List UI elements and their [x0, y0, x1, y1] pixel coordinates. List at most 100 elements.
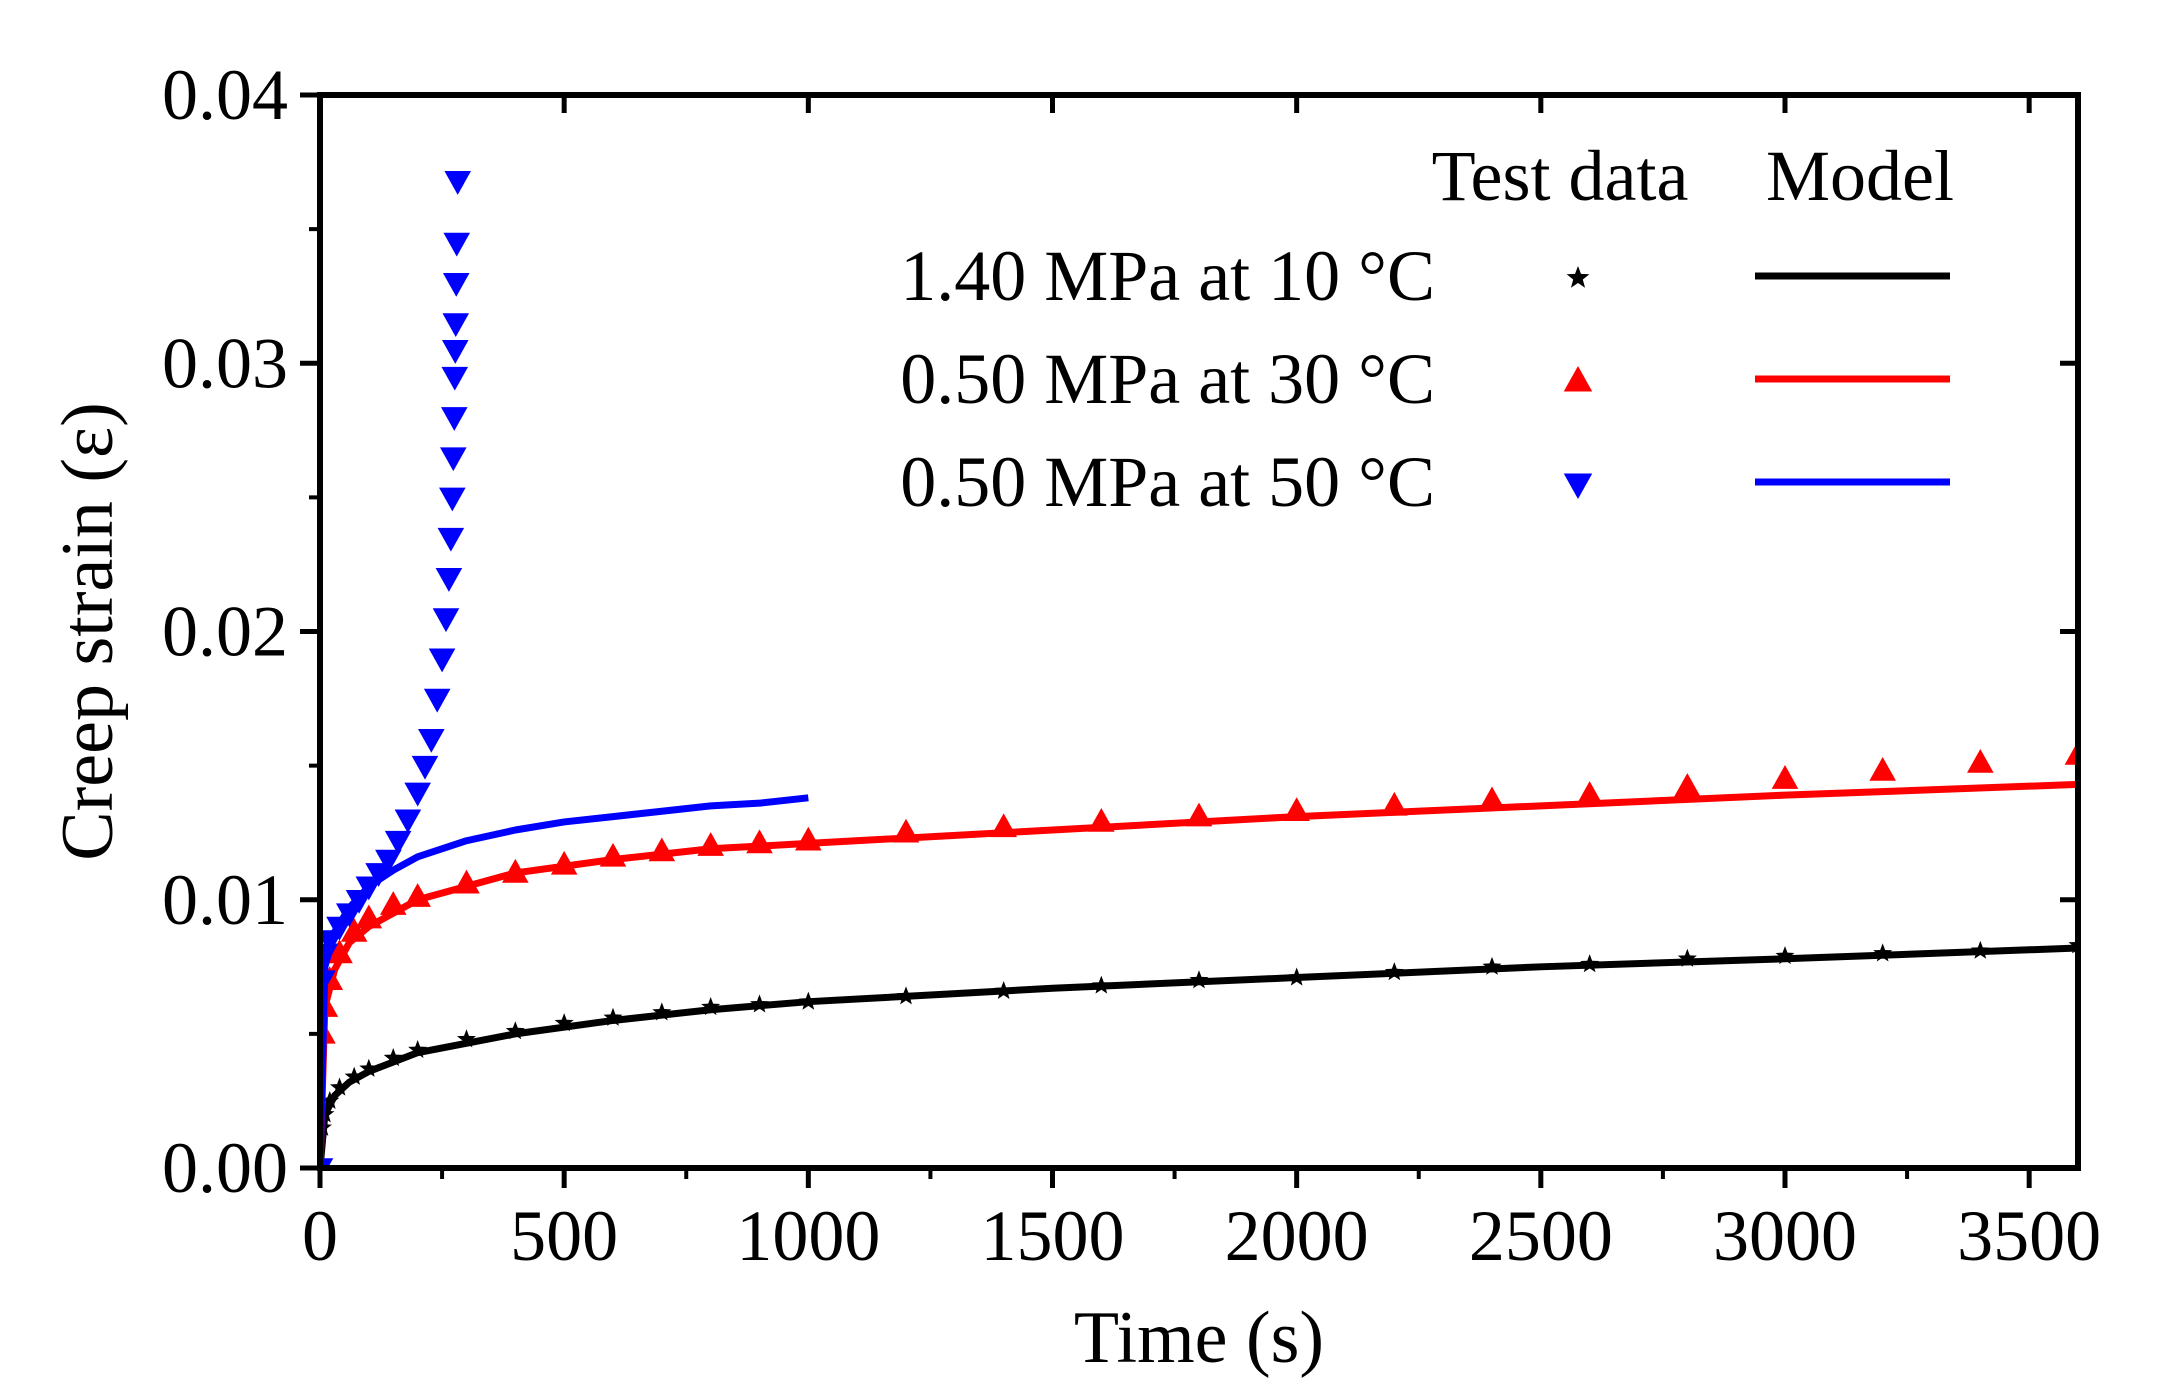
data-point [383, 1048, 403, 1067]
ticks-layer: 0 500 1000 1500 2000 2500 3000 3500 0.00 0.01 0.02… [162, 55, 2101, 1276]
data-point [441, 340, 469, 364]
data-point [896, 986, 916, 1005]
data-point [443, 232, 471, 257]
data-point [554, 1013, 574, 1032]
legend-label: 1.40 MPa at 10 °C [900, 236, 1435, 316]
data-point [550, 850, 578, 875]
data-point [603, 1007, 623, 1026]
x-tick-label: 3000 [1713, 1196, 1857, 1276]
data-point [326, 939, 353, 964]
legend-entry: 1.40 MPa at 10 °C [900, 236, 1950, 316]
data-point [379, 891, 407, 915]
data-point [384, 830, 412, 855]
data-point [1091, 975, 1111, 994]
data-point [440, 447, 467, 472]
data-point [1566, 266, 1590, 288]
data-point [798, 991, 818, 1010]
data-point [437, 527, 465, 552]
data-point [320, 943, 339, 968]
data-point [1381, 791, 1408, 816]
data-point [505, 1021, 525, 1040]
x-tick-label: 1500 [981, 1196, 1125, 1276]
data-point [1873, 943, 1893, 962]
data-point [330, 1077, 350, 1096]
x-axis-title: Time (s) [1074, 1297, 1324, 1379]
data-point [599, 842, 627, 867]
data-point [1283, 797, 1310, 822]
data-point [502, 858, 529, 883]
x-tick-label: 1000 [736, 1196, 880, 1276]
data-point [456, 1029, 477, 1048]
y-tick-label: 0.02 [162, 592, 288, 672]
data-point [990, 813, 1017, 838]
data-point [1771, 765, 1799, 789]
x-tick-label: 500 [510, 1196, 618, 1276]
data-point [441, 366, 469, 391]
legend-entry: 0.50 MPa at 50 °C [900, 442, 1950, 522]
data-point [1287, 967, 1307, 986]
data-point [344, 1066, 364, 1085]
data-point [375, 849, 402, 874]
data-point [1580, 954, 1600, 973]
y-tick-label: 0.04 [162, 55, 288, 135]
data-point [1563, 473, 1593, 499]
data-point [442, 313, 470, 338]
data-point [435, 568, 463, 592]
data-point [418, 729, 445, 753]
data-point [994, 980, 1014, 1000]
y-tick-label: 0.01 [162, 860, 288, 940]
data-point [1384, 962, 1404, 981]
data-point [2064, 740, 2078, 765]
legend-header-model: Model [1766, 136, 1954, 216]
data-point [1674, 773, 1701, 797]
legend: Test data Model 1.40 MPa at 10 °C 0.50 MP… [900, 136, 1954, 522]
data-point [423, 688, 451, 713]
data-point [404, 883, 431, 907]
data-point [701, 997, 721, 1016]
data-point [394, 809, 422, 834]
y-tick-label: 0.00 [162, 1128, 288, 1208]
x-tick-label: 2500 [1469, 1196, 1613, 1276]
data-point [746, 829, 773, 854]
data-point [355, 876, 383, 901]
data-point [652, 1002, 672, 1021]
data-point [326, 916, 353, 941]
data-point [1967, 748, 1994, 773]
data-point [1576, 781, 1603, 805]
data-point [365, 863, 392, 887]
legend-label: 0.50 MPa at 30 °C [900, 339, 1435, 419]
data-point [1478, 786, 1506, 811]
data-point [697, 832, 724, 856]
y-axis-title: Creep strain (ε) [47, 402, 129, 860]
series-1 [320, 935, 2078, 1168]
data-point [1563, 366, 1593, 392]
data-point [1775, 946, 1795, 965]
data-point [1970, 940, 1990, 959]
series-layer [320, 171, 2078, 1168]
data-point [648, 837, 676, 862]
data-point [428, 648, 456, 673]
data-point [432, 608, 460, 633]
data-point [404, 782, 431, 807]
x-tick-label: 2000 [1225, 1196, 1369, 1276]
data-point [411, 755, 439, 780]
data-point [1088, 807, 1115, 832]
data-point [320, 1090, 340, 1110]
data-point [444, 171, 472, 195]
data-point [1482, 956, 1502, 975]
data-point [359, 1058, 379, 1077]
data-point [345, 889, 373, 914]
data-point [408, 1039, 428, 1059]
data-point [892, 818, 920, 843]
legend-entry: 0.50 MPa at 30 °C [900, 339, 1950, 419]
y-tick-label: 0.03 [162, 323, 288, 403]
data-point [1677, 948, 1697, 967]
data-point [439, 487, 466, 512]
data-point [1185, 802, 1213, 827]
data-point [340, 917, 368, 942]
data-point [453, 869, 480, 894]
data-point [749, 994, 770, 1013]
data-point [355, 904, 383, 929]
